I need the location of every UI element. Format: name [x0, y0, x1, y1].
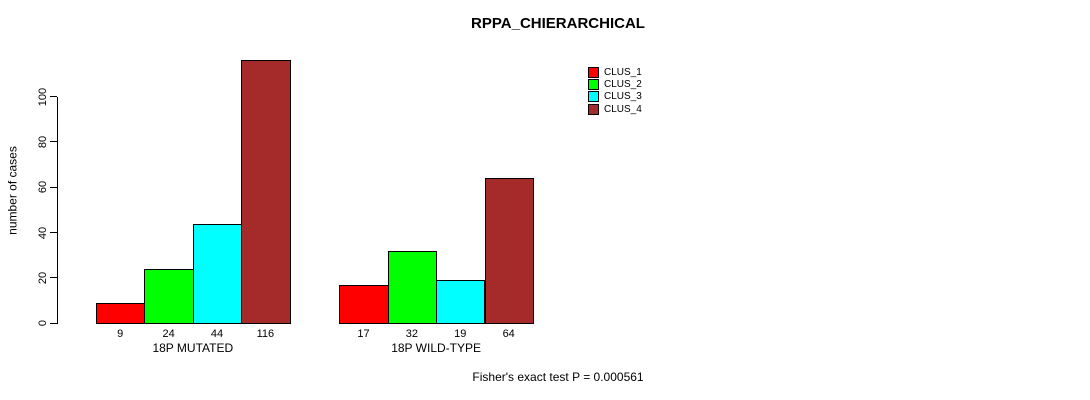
fisher-test-annotation: Fisher's exact test P = 0.000561	[472, 370, 644, 384]
x-group-label-18p-mutated: 18P MUTATED	[152, 341, 234, 355]
bar-value-clus-2-18p-wild-type: 32	[405, 328, 419, 340]
y-tick-label-20: 20	[37, 271, 49, 285]
y-tick-mark-60	[50, 186, 57, 188]
bar-clus-1-18p-wild-type	[339, 284, 389, 325]
legend-label-clus-3: CLUS_3	[604, 91, 642, 103]
y-axis-label: number of cases	[5, 146, 20, 235]
y-tick-mark-80	[50, 141, 57, 143]
bar-value-clus-3-18p-mutated: 44	[210, 328, 224, 340]
legend: CLUS_1 CLUS_2 CLUS_3 CLUS_4	[588, 66, 642, 116]
legend-item-clus-4: CLUS_4	[588, 103, 642, 115]
legend-item-clus-1: CLUS_1	[588, 66, 642, 78]
bar-value-clus-2-18p-mutated: 24	[162, 328, 175, 340]
bar-clus-3-18p-mutated	[192, 223, 243, 325]
bar-value-clus-4-18p-mutated: 116	[256, 328, 275, 340]
bar-value-clus-1-18p-wild-type: 17	[357, 328, 370, 340]
y-tick-label-60: 60	[37, 181, 49, 194]
chart-title: RPPA_CHIERARCHICAL	[471, 15, 645, 32]
bar-value-clus-1-18p-mutated: 9	[117, 328, 124, 340]
legend-item-clus-3: CLUS_3	[588, 91, 642, 103]
y-tick-mark-20	[50, 277, 57, 279]
legend-label-clus-1: CLUS_1	[604, 66, 642, 78]
legend-swatch-clus-2	[588, 79, 599, 91]
x-group-label-18p-wild-type: 18P WILD-TYPE	[391, 341, 481, 355]
legend-label-clus-2: CLUS_2	[604, 79, 642, 91]
bar-clus-4-18p-wild-type	[484, 178, 534, 325]
y-tick-label-40: 40	[37, 226, 49, 239]
y-tick-label-0: 0	[37, 320, 49, 327]
bar-clus-2-18p-wild-type	[387, 250, 438, 325]
y-tick-mark-40	[50, 232, 57, 234]
legend-swatch-clus-3	[588, 91, 599, 103]
legend-label-clus-4: CLUS_4	[604, 103, 642, 115]
bar-value-clus-3-18p-wild-type: 19	[454, 328, 467, 340]
y-tick-label-80: 80	[37, 135, 49, 149]
y-tick-mark-100	[50, 96, 57, 98]
bar-clus-2-18p-mutated	[144, 268, 194, 325]
bar-clus-3-18p-wild-type	[436, 280, 486, 325]
y-tick-label-100: 100	[37, 87, 49, 106]
legend-swatch-clus-1	[588, 66, 599, 78]
legend-swatch-clus-4	[588, 103, 599, 115]
bar-value-clus-4-18p-wild-type: 64	[502, 328, 515, 340]
legend-item-clus-2: CLUS_2	[588, 78, 642, 91]
y-tick-mark-0	[50, 322, 57, 324]
y-axis-line	[57, 97, 58, 324]
bar-clus-1-18p-mutated	[96, 302, 146, 325]
bar-clus-4-18p-mutated	[241, 60, 291, 325]
